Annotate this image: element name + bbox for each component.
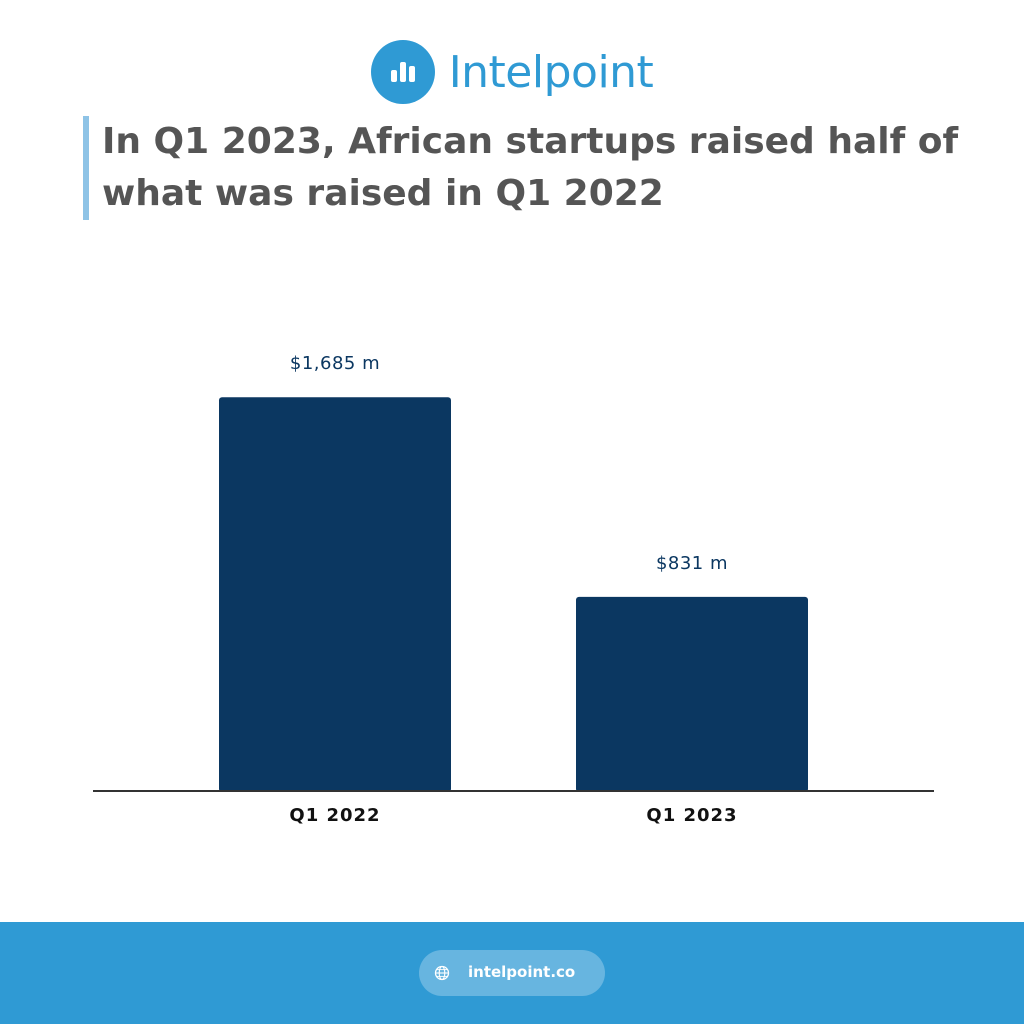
value-label-q1-2023: $831 m <box>655 552 729 574</box>
category-label-q1-2022: Q1 2022 <box>289 805 381 826</box>
bar-chart-logo-icon <box>370 40 435 104</box>
brand-name: Intelpoint <box>448 46 654 98</box>
value-label-q1-2022: $1,685 m <box>289 353 381 375</box>
brand-logo: Intelpoint <box>0 40 1024 104</box>
category-label-q1-2023: Q1 2023 <box>646 805 738 826</box>
bar-q1-2022 <box>219 397 451 792</box>
chart-headline: In Q1 2023, African startups raised half… <box>83 116 1002 220</box>
website-url: intelpoint.co <box>468 963 576 981</box>
bar-q1-2023 <box>576 596 808 792</box>
website-link[interactable]: intelpoint.co <box>419 950 605 996</box>
globe-icon <box>434 965 450 981</box>
bar-chart <box>93 397 934 792</box>
footer-bar: intelpoint.co <box>0 922 1024 1024</box>
